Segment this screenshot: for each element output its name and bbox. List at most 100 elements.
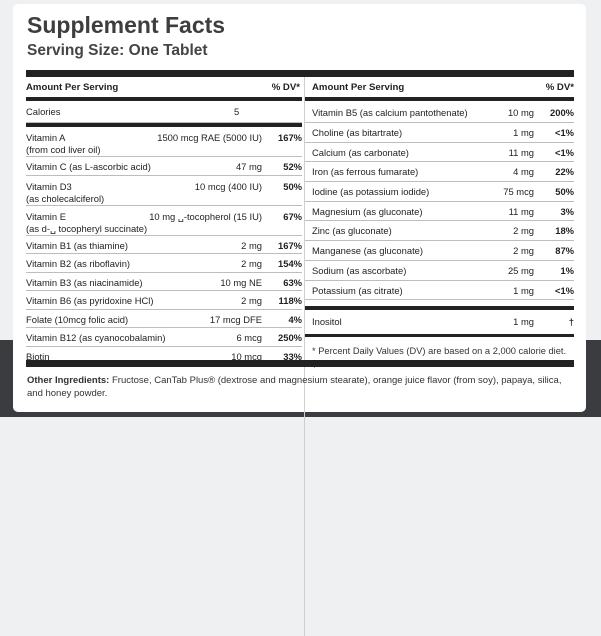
nutrient-amount: 4 mg — [513, 166, 534, 178]
nutrient-amount: 2 mg — [513, 245, 534, 257]
nutrient-name: Vitamin B1 (as thiamine) — [26, 240, 241, 252]
calories-row: Calories 5 — [26, 101, 302, 123]
nutrient-amount: 1 mg — [513, 284, 534, 296]
nutrient-dv: 154% — [278, 258, 302, 269]
nutrient-amount: 2 mg — [241, 258, 262, 269]
nutrient-amount: 10 mcg — [231, 350, 262, 362]
nutrient-name: Iron (as ferrous fumarate) — [312, 166, 419, 178]
nutrient-dv: 250% — [278, 332, 302, 343]
nutrient-amount: 6 mcg — [236, 332, 262, 343]
nutrient-name: Zinc (as gluconate) — [312, 225, 392, 237]
left-column: Amount Per Serving % DV* Calories 5 Vita… — [26, 77, 302, 365]
inositol-row: Inositol 1 mg † — [304, 310, 574, 334]
nutrient-source: (from cod liver oil) — [26, 144, 101, 155]
nutrient-name: Sodium (as ascorbate) — [312, 264, 407, 276]
right-nutrient-row: Iron (as ferrous fumarate) 4 mg 22% — [304, 162, 574, 183]
nutrient-name: Calcium (as carbonate) — [312, 146, 409, 158]
supplement-facts-panel: Supplement Facts Serving Size: One Table… — [13, 4, 586, 636]
nutrient-dv: 1% — [560, 264, 574, 276]
calories-value: 5 — [234, 106, 240, 117]
nutrient-name-text: Folate (10mcg folic acid) — [26, 313, 129, 325]
left-nutrient-row: Vitamin B3 (as niacinamide) 10 mg NE 63% — [26, 273, 302, 291]
right-nutrient-row: Sodium (as ascorbate) 25 mg 1% — [304, 261, 574, 281]
bottom-divider — [26, 360, 574, 367]
nutrient-amount: 47 mg — [235, 161, 262, 172]
nutrient-name: Folate (10mcg folic acid) — [26, 314, 210, 326]
other-ingredients-text: Fructose, CanTab Plus® (dextrose and mag… — [27, 375, 562, 399]
right-nutrient-row: Magnesium (as gluconate) 11 mg 3% — [304, 202, 574, 222]
other-ingredients: Other Ingredients: Fructose, CanTab Plus… — [27, 374, 572, 400]
nutrient-dv: <1% — [554, 284, 574, 296]
nutrient-amount: 11 mg — [508, 205, 534, 217]
nutrient-amount: 10 mg ␣-tocopherol (15 IU) — [149, 210, 262, 222]
nutrient-amount: 10 mg — [507, 107, 534, 118]
top-divider — [26, 70, 574, 77]
nutrient-name: Vitamin B6 (as pyridoxine HCl) — [26, 295, 241, 307]
calories-label: Calories — [26, 106, 61, 117]
left-nutrient-row: Vitamin C (as L-ascorbic acid) 47 mg 52% — [26, 157, 302, 176]
nutrient-name: Choline (as bitartrate) — [312, 127, 403, 138]
nutrient-amount: 10 mg NE — [220, 276, 262, 288]
right-nutrient-row: Calcium (as carbonate) 11 mg <1% — [304, 143, 574, 163]
left-nutrient-list: Vitamin A (from cod liver oil) 1500 mcg RA… — [26, 127, 302, 365]
nutrient-dv: 3% — [560, 205, 574, 217]
nutrient-amount: 10 mcg (400 IU) — [194, 180, 262, 192]
inositol-amount: 1 mg — [513, 316, 534, 328]
nutrient-dv: 67% — [283, 210, 302, 222]
nutrient-source: (as cholecalciferol) — [26, 192, 105, 204]
nutrient-dv: 63% — [283, 276, 302, 288]
nutrient-name-text: Vitamin A — [26, 132, 66, 143]
right-nutrient-row: Choline (as bitartrate) 1 mg <1% — [304, 123, 574, 143]
right-header-dv: % DV* — [545, 81, 574, 93]
right-nutrient-row: Potassium (as citrate) 1 mg <1% — [304, 281, 574, 301]
nutrient-source: (as d-␣ tocopheryl succinate) — [26, 222, 148, 234]
right-nutrient-row: Iodine (as potassium iodide) 75 mcg 50% — [304, 182, 574, 202]
nutrient-amount: 25 mg — [507, 264, 534, 276]
left-nutrient-row: Vitamin A (from cod liver oil) 1500 mcg RA… — [26, 127, 302, 157]
nutrient-dv: 4% — [288, 313, 302, 325]
nutrient-name-text: Vitamin B1 (as thiamine) — [26, 239, 128, 251]
left-header-amount: Amount Per Serving — [26, 81, 119, 93]
nutrient-amount: 2 mg — [513, 225, 534, 237]
right-column: Amount Per Serving % DV* Vitamin B5 (as … — [304, 77, 574, 636]
right-nutrient-row: Zinc (as gluconate) 2 mg 18% — [304, 221, 574, 242]
nutrient-amount: 1500 mcg RAE (5000 IU) — [157, 132, 262, 143]
left-nutrient-row: Vitamin E (as d-␣ tocopheryl succinate) 10… — [26, 206, 302, 236]
nutrient-name: Vitamin B3 (as niacinamide) — [26, 277, 220, 289]
left-header-dv: % DV* — [271, 81, 300, 93]
nutrient-name: Biotin — [26, 351, 231, 363]
right-header-divider — [304, 97, 574, 101]
nutrient-dv: 87% — [555, 245, 574, 257]
nutrient-dv: 50% — [283, 180, 302, 192]
footnote-divider — [304, 334, 574, 338]
nutrient-name-text: Vitamin D3 — [26, 180, 72, 192]
nutrient-name-text: Biotin — [26, 350, 50, 362]
nutrient-dv: 50% — [555, 186, 574, 198]
right-nutrient-row: Manganese (as gluconate) 2 mg 87% — [304, 241, 574, 261]
serving-size: Serving Size: One Tablet — [27, 42, 208, 59]
nutrient-name: Vitamin E (as d-␣ tocopheryl succinate) — [26, 211, 149, 235]
nutrient-amount: 2 mg — [241, 295, 262, 306]
nutrient-name-text: Vitamin E — [26, 210, 66, 222]
nutrient-name: Vitamin B5 (as calcium pantothenate) — [312, 107, 468, 118]
nutrient-amount: 1 mg — [513, 127, 534, 138]
nutrient-name: Vitamin B12 (as cyanocobalamin) — [26, 332, 236, 344]
nutrient-name: Vitamin A (from cod liver oil) — [26, 132, 157, 156]
nutrient-dv: 167% — [278, 132, 302, 143]
left-nutrient-row: Folate (10mcg folic acid) 17 mcg DFE 4% — [26, 310, 302, 328]
nutrient-name-text: Vitamin B12 (as cyanocobalamin) — [26, 332, 166, 343]
nutrient-amount: 2 mg — [241, 239, 262, 251]
left-header-divider — [26, 97, 302, 101]
nutrient-name: Potassium (as citrate) — [312, 284, 403, 296]
inositol-divider — [304, 306, 574, 311]
nutrient-name-text: Vitamin B6 (as pyridoxine HCl) — [26, 295, 154, 306]
other-ingredients-label: Other Ingredients: — [27, 375, 110, 386]
nutrient-name-text: Vitamin B3 (as niacinamide) — [26, 276, 143, 288]
nutrient-dv: 200% — [550, 107, 574, 118]
nutrient-dv: 22% — [555, 166, 574, 178]
left-nutrient-row: Vitamin B2 (as riboflavin) 2 mg 154% — [26, 254, 302, 273]
nutrient-dv: 52% — [283, 161, 302, 172]
nutrient-dv: 167% — [278, 239, 302, 251]
right-nutrient-list: Vitamin B5 (as calcium pantothenate) 10 m… — [304, 101, 574, 301]
nutrient-dv: 118% — [278, 295, 302, 306]
